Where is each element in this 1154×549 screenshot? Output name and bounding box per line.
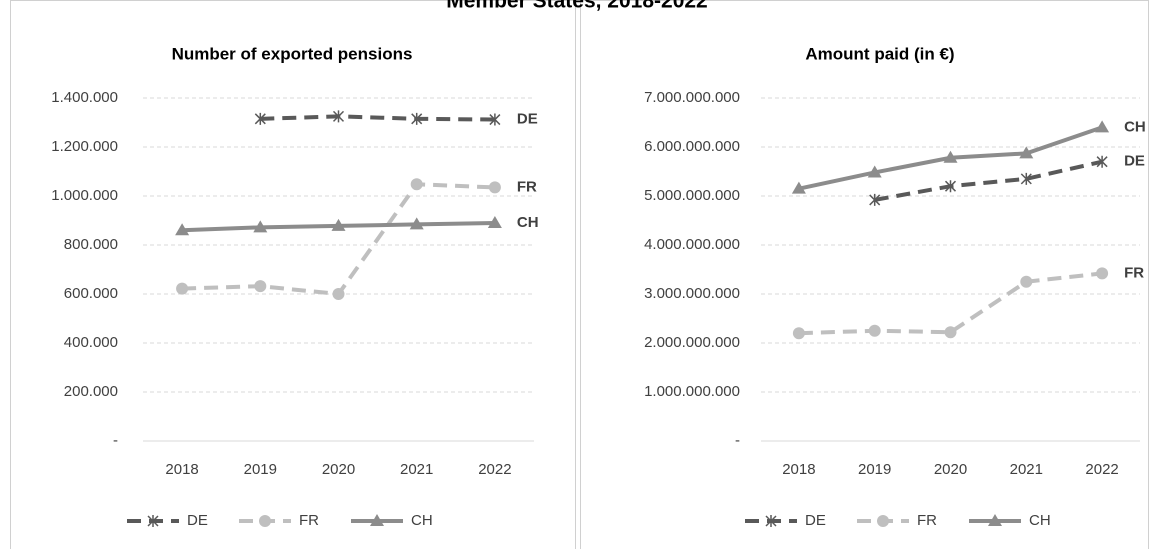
y-tick-label: 7.000.000.000 <box>644 89 740 106</box>
y-tick-label: 6.000.000.000 <box>644 138 740 155</box>
marker <box>175 223 190 236</box>
page-title: Member States, 2018-2022 <box>446 0 708 13</box>
x-tick-label: 2022 <box>478 461 511 478</box>
marker <box>487 215 502 228</box>
x-tick-label: 2018 <box>165 461 198 478</box>
panel-frame <box>580 0 1149 549</box>
marker <box>791 181 806 194</box>
marker <box>254 112 266 125</box>
marker <box>1019 146 1034 159</box>
x-tick-label: 2022 <box>1085 461 1118 478</box>
x-tick-label: 2018 <box>782 461 815 478</box>
marker <box>867 165 882 178</box>
y-tick-label: 1.000.000.000 <box>644 383 740 400</box>
marker <box>877 515 889 527</box>
marker <box>370 514 384 526</box>
x-tick-label: 2020 <box>322 461 355 478</box>
x-tick-label: 2019 <box>858 461 891 478</box>
y-tick-label: 3.000.000.000 <box>644 285 740 302</box>
marker <box>944 326 957 339</box>
y-tick-label: 1.400.000 <box>51 89 118 106</box>
marker <box>1096 267 1109 280</box>
legend-label: FR <box>299 512 319 529</box>
end-label: CH <box>517 214 539 231</box>
end-label: CH <box>1124 118 1146 135</box>
marker <box>944 180 957 193</box>
y-tick-label: 200.000 <box>64 383 118 400</box>
y-tick-label: 2.000.000.000 <box>644 334 740 351</box>
legend-label: CH <box>411 512 433 529</box>
legend-label: DE <box>187 512 208 529</box>
marker <box>868 324 881 337</box>
marker <box>943 150 958 163</box>
y-tick-label: 400.000 <box>64 334 118 351</box>
y-tick-label: 600.000 <box>64 285 118 302</box>
legend-label: DE <box>805 512 826 529</box>
end-label: FR <box>517 178 537 195</box>
y-tick-label: 5.000.000.000 <box>644 187 740 204</box>
y-tick-label: - <box>113 432 118 449</box>
x-tick-label: 2020 <box>934 461 967 478</box>
legend-label: CH <box>1029 512 1051 529</box>
y-tick-label: 800.000 <box>64 236 118 253</box>
marker <box>869 193 881 206</box>
marker <box>1096 155 1108 168</box>
series-line <box>798 271 1103 336</box>
series-line <box>182 182 495 297</box>
chart-title: Amount paid (in €) <box>805 44 954 63</box>
marker <box>259 515 271 527</box>
x-tick-label: 2021 <box>400 461 433 478</box>
marker <box>410 178 423 191</box>
marker <box>332 288 345 300</box>
end-label: DE <box>517 111 538 128</box>
marker <box>409 217 424 230</box>
y-tick-label: - <box>735 432 740 449</box>
marker <box>1095 120 1110 133</box>
marker <box>332 110 345 123</box>
marker <box>792 327 805 340</box>
marker <box>1020 275 1033 288</box>
marker <box>765 515 777 527</box>
marker <box>253 220 268 233</box>
marker <box>489 113 501 126</box>
end-label: DE <box>1124 153 1145 170</box>
x-tick-label: 2021 <box>1010 461 1043 478</box>
legend-label: FR <box>917 512 937 529</box>
marker <box>488 181 501 194</box>
marker <box>254 280 267 293</box>
end-label: FR <box>1124 264 1144 281</box>
marker <box>147 515 159 527</box>
y-tick-label: 1.200.000 <box>51 138 118 155</box>
marker <box>331 218 346 231</box>
y-tick-label: 1.000.000 <box>51 187 118 204</box>
panel-frame <box>10 0 576 549</box>
marker <box>176 282 189 295</box>
series-line <box>874 159 1103 202</box>
y-tick-label: 4.000.000.000 <box>644 236 740 253</box>
chart-title: Number of exported pensions <box>172 44 413 63</box>
marker <box>1020 172 1032 185</box>
series-line <box>260 114 495 122</box>
marker <box>411 112 423 125</box>
x-tick-label: 2019 <box>244 461 277 478</box>
marker <box>988 514 1002 526</box>
